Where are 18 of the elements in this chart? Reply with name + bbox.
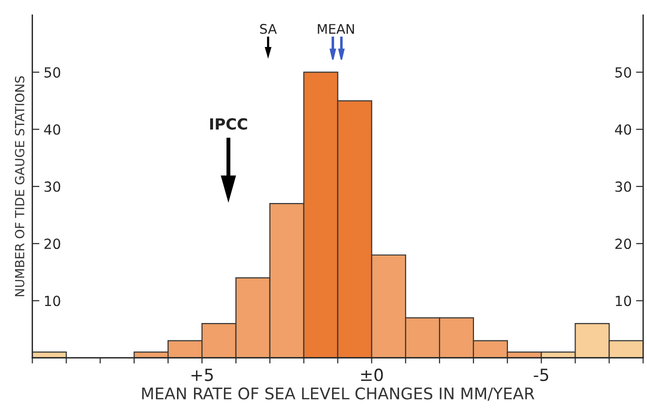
y-tick-label: 30 [44, 181, 60, 192]
x-tick-label: -5 [534, 368, 548, 382]
x-tick-label: ±0 [361, 368, 383, 382]
y-tick-label: 20 [44, 238, 60, 250]
y2-tick-label: 20 [615, 238, 632, 250]
annotation: IPCC [210, 118, 248, 130]
y2-tick-label: 40 [615, 124, 632, 135]
annotation: MEAN [318, 24, 354, 34]
y-tick-label: 50 [44, 67, 60, 78]
y2-tick-label: 30 [615, 181, 632, 192]
x-axis-title: MEAN RATE OF SEA LEVEL CHANGES IN MM/YEAR [142, 387, 534, 401]
annotation: SA [260, 24, 277, 34]
y-tick-label: 10 [44, 296, 60, 306]
y-axis-title: NUMBER OF TIDE GAUGE STATIONS [14, 76, 24, 296]
y2-tick-label: 10 [616, 296, 632, 306]
y2-tick-label: 50 [615, 67, 632, 78]
y-tick-label: 40 [44, 124, 60, 135]
x-tick-label: +5 [191, 368, 213, 382]
